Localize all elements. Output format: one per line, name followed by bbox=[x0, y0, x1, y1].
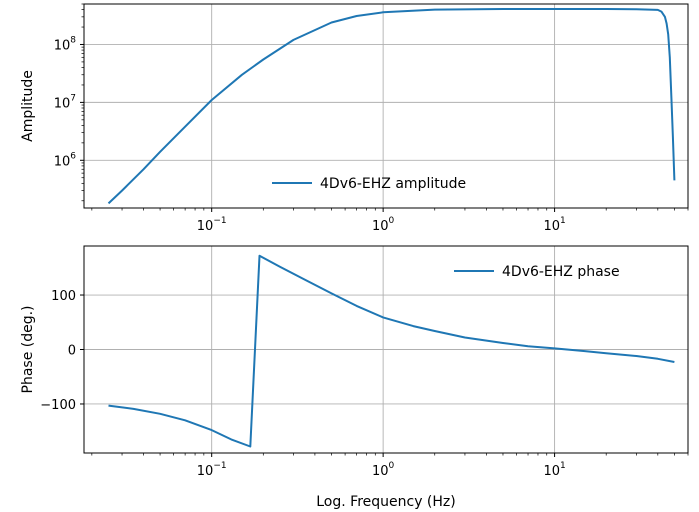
y-tick-label-base: 10 bbox=[54, 96, 71, 111]
y-tick-label-exponent: 7 bbox=[70, 93, 76, 103]
y-tick-label: 100 bbox=[51, 289, 76, 304]
x-tick-label-base: 10 bbox=[543, 464, 560, 479]
x-tick-label-base: 10 bbox=[197, 464, 214, 479]
amplitude-legend-label: 4Dv6-EHZ amplitude bbox=[320, 176, 466, 192]
series-line bbox=[107, 8, 676, 205]
y-tick-label-exponent: 6 bbox=[70, 151, 76, 161]
x-tick-label: 101 bbox=[543, 216, 565, 234]
x-tick-label-exponent: 1 bbox=[560, 216, 566, 226]
phase-legend-label: 4Dv6-EHZ phase bbox=[502, 264, 620, 280]
phase-series bbox=[108, 254, 675, 448]
x-tick-label-exponent: 1 bbox=[560, 461, 566, 471]
x-tick-label: 10−1 bbox=[197, 216, 227, 234]
y-tick-label: 0 bbox=[68, 344, 76, 359]
y-tick-label: −100 bbox=[40, 398, 76, 413]
phase-x-ticks: 10−1 100 101 bbox=[91, 453, 689, 479]
phase-legend: 4Dv6-EHZ phase bbox=[454, 264, 620, 280]
phase-grid bbox=[84, 246, 688, 453]
amplitude-axes-frame bbox=[83, 3, 689, 209]
x-tick-label-exponent: 0 bbox=[389, 216, 395, 226]
x-tick-label-exponent: 0 bbox=[389, 461, 395, 471]
x-tick-label-exponent: −1 bbox=[213, 461, 226, 471]
x-tick-label: 10−1 bbox=[197, 461, 227, 479]
phase-y-axis-label: Phase (deg.) bbox=[20, 305, 36, 393]
x-tick-label-base: 10 bbox=[197, 219, 214, 234]
phase-x-axis-label: Log. Frequency (Hz) bbox=[316, 494, 455, 510]
x-tick-label: 100 bbox=[372, 461, 395, 479]
x-tick-label: 100 bbox=[372, 216, 395, 234]
y-tick-label: 106 bbox=[54, 151, 77, 169]
x-tick-label-base: 10 bbox=[372, 464, 389, 479]
series-line bbox=[108, 254, 675, 448]
amplitude-series bbox=[107, 8, 676, 205]
x-tick-label: 101 bbox=[543, 461, 565, 479]
y-tick-label-exponent: 8 bbox=[70, 35, 76, 45]
phase-y-ticks: −100 0 100 bbox=[40, 289, 84, 413]
x-tick-label-base: 10 bbox=[543, 219, 560, 234]
y-tick-label-base: 10 bbox=[54, 154, 71, 169]
y-tick-label: 107 bbox=[54, 93, 76, 111]
amplitude-y-axis-label: Amplitude bbox=[20, 70, 36, 142]
amplitude-legend: 4Dv6-EHZ amplitude bbox=[272, 176, 466, 192]
amplitude-x-ticks: 10−1 100 101 bbox=[91, 208, 689, 234]
y-tick-label-base: 10 bbox=[54, 38, 71, 53]
x-tick-label-exponent: −1 bbox=[213, 216, 226, 226]
amplitude-grid bbox=[84, 4, 688, 208]
x-tick-label-base: 10 bbox=[372, 219, 389, 234]
y-tick-label: 108 bbox=[54, 35, 77, 53]
